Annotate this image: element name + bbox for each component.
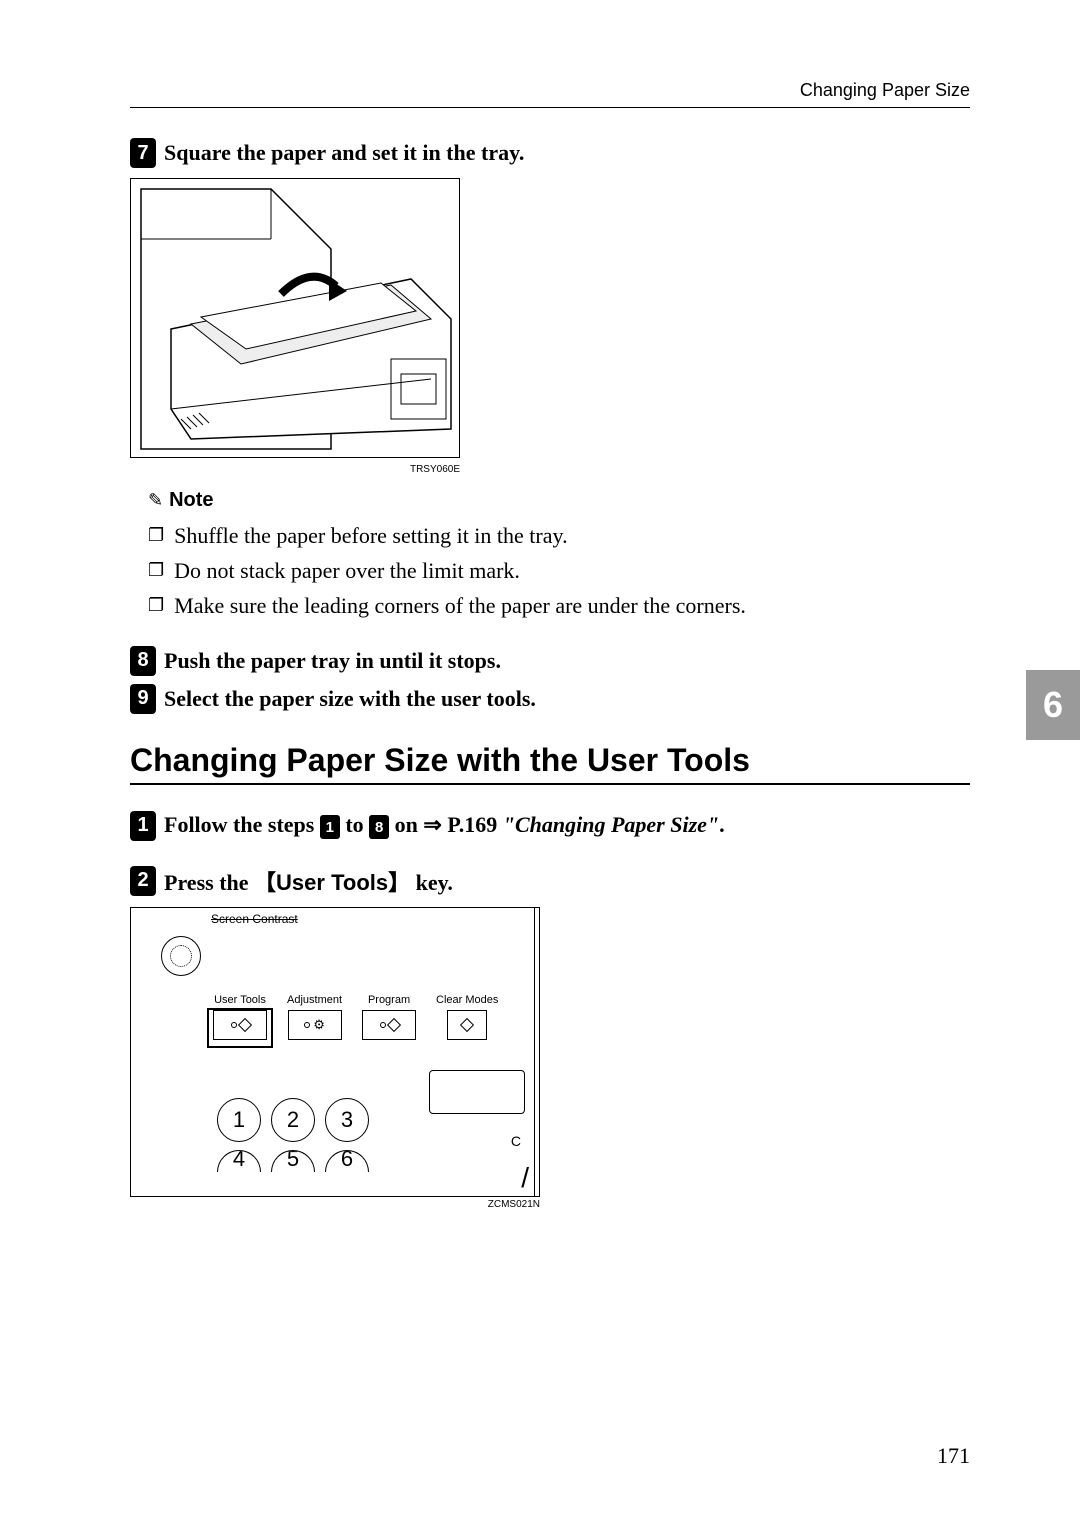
running-header: Changing Paper Size [130,80,970,101]
cross-reference: "Changing Paper Size" [503,812,719,837]
page-number: 171 [937,1443,970,1469]
button-label: Adjustment [287,994,342,1006]
key-2: 2 [271,1098,315,1142]
step-7: 7 Square the paper and set it in the tra… [130,138,970,168]
step-text: Press the 【User Tools】 key. [164,865,453,897]
inline-step-badge: 1 [320,815,340,839]
step-number-badge: 1 [130,811,156,841]
highlight-frame [207,1008,273,1048]
key-1: 1 [217,1098,261,1142]
step-text: Select the paper size with the user tool… [164,686,536,712]
key-row: 4 5 6 [217,1150,369,1172]
key-3: 3 [325,1098,369,1142]
adjustment-button: ⚙ [288,1010,342,1040]
c-label: C [511,1133,521,1149]
panel-top-label: Screen Contrast [211,912,298,926]
step-9: 9 Select the paper size with the user to… [130,684,970,714]
panel-button: Clear Modes [436,994,498,1040]
program-button [362,1010,416,1040]
button-label: User Tools [214,994,266,1006]
step-number-badge: 7 [130,138,156,168]
step-8: 8 Push the paper tray in until it stops. [130,646,970,676]
contrast-knob [161,936,201,976]
header-rule [130,107,970,108]
note-list: ❐ Shuffle the paper before setting it in… [148,518,970,624]
clear-modes-button [447,1010,487,1040]
key-5: 5 [271,1150,315,1172]
note-label: Note [169,489,213,512]
step-number-badge: 9 [130,684,156,714]
key-bracket-open: 【 [254,870,276,895]
pencil-icon: ✎ [148,490,163,511]
checkbox-bullet-icon: ❐ [148,518,164,552]
cut-line: / [521,1164,529,1192]
numeric-keypad: 1 2 3 4 5 6 [217,1098,369,1172]
display-rect [429,1070,525,1114]
text-fragment: Follow the steps [164,812,320,837]
text-fragment: on [395,812,424,837]
step-number-badge: 8 [130,646,156,676]
checkbox-bullet-icon: ❐ [148,588,164,622]
note-text: Make sure the leading corners of the pap… [174,588,746,623]
key-4: 4 [217,1150,261,1172]
step-text: Follow the steps 1 to 8 on ⇒ P.169 "Chan… [164,812,725,839]
note-text: Shuffle the paper before setting it in t… [174,518,567,553]
figure-control-panel: Screen Contrast User Tools Adjustment ⚙ … [130,907,540,1197]
checkbox-bullet-icon: ❐ [148,553,164,587]
figure-code: TRSY060E [130,464,460,475]
step-text: Push the paper tray in until it stops. [164,648,501,674]
note-item: ❐ Make sure the leading corners of the p… [148,588,970,623]
key-name: User Tools [276,870,388,895]
text-fragment: to [345,812,369,837]
note-text: Do not stack paper over the limit mark. [174,553,520,588]
inline-step-badge: 8 [369,815,389,839]
key-bracket-close: 】 [388,870,410,895]
page-ref: P.169 [447,812,502,837]
panel-button: Adjustment ⚙ [287,994,342,1040]
text-fragment: Press the [164,870,254,895]
key-row: 1 2 3 [217,1098,369,1142]
note-item: ❐ Shuffle the paper before setting it in… [148,518,970,553]
figure-code: ZCMS021N [130,1199,540,1210]
tray-illustration [131,179,460,458]
note-item: ❐ Do not stack paper over the limit mark… [148,553,970,588]
arrow-icon: ⇒ [423,812,441,837]
step-1b: 1 Follow the steps 1 to 8 on ⇒ P.169 "Ch… [130,811,970,841]
figure-paper-tray [130,178,460,458]
chapter-tab: 6 [1026,670,1080,740]
step-number-badge: 2 [130,866,156,896]
step-text: Square the paper and set it in the tray. [164,140,524,166]
text-fragment: key. [410,870,453,895]
manual-page: Changing Paper Size 7 Square the paper a… [0,0,1080,1529]
panel-divider [534,908,536,1196]
button-label: Program [368,994,410,1006]
section-heading: Changing Paper Size with the User Tools [130,742,970,785]
panel-button: Program [362,994,416,1040]
button-label: Clear Modes [436,994,498,1006]
key-6: 6 [325,1150,369,1172]
text-fragment: . [719,812,725,837]
step-2b: 2 Press the 【User Tools】 key. [130,865,970,897]
note-heading: ✎ Note [148,489,970,512]
